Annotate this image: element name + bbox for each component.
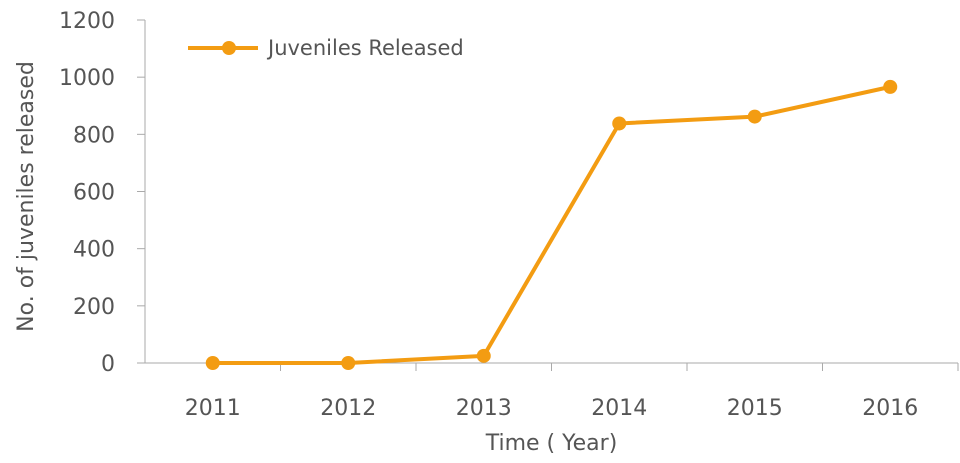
x-tick-label-2011: 2011 [185, 396, 241, 421]
series-layer [205, 79, 898, 370]
x-axis-ticks: 2011 2012 2013 2014 2015 2016 [185, 363, 959, 421]
legend-marker [222, 41, 236, 55]
x-tick-label-2014: 2014 [591, 396, 647, 421]
data-point-2011 [205, 356, 220, 370]
legend-label: Juveniles Released [266, 36, 464, 60]
y-axis-title: No. of juveniles released [14, 61, 39, 332]
y-tick-label-800: 800 [73, 123, 115, 148]
x-tick-label-2012: 2012 [320, 396, 376, 421]
axes [144, 20, 958, 364]
data-point-2013 [476, 348, 491, 363]
y-tick-label-1200: 1200 [59, 9, 115, 34]
legend: Juveniles Released [188, 36, 464, 60]
x-tick-label-2013: 2013 [456, 396, 512, 421]
data-point-2014 [612, 116, 627, 131]
y-tick-label-200: 200 [73, 295, 115, 320]
data-point-2012 [341, 356, 356, 370]
y-tick-label-600: 600 [73, 181, 115, 206]
y-tick-label-0: 0 [101, 352, 115, 377]
x-axis-title: Time ( Year) [485, 431, 618, 456]
x-tick-label-2016: 2016 [862, 396, 918, 421]
data-point-2016 [883, 79, 898, 94]
y-tick-label-1000: 1000 [59, 66, 115, 91]
series-line-0 [210, 84, 893, 365]
y-tick-label-400: 400 [73, 238, 115, 263]
data-point-2015 [747, 109, 762, 124]
y-axis-ticks: 0 200 400 600 800 1000 1200 [59, 9, 145, 377]
x-tick-label-2015: 2015 [727, 396, 783, 421]
